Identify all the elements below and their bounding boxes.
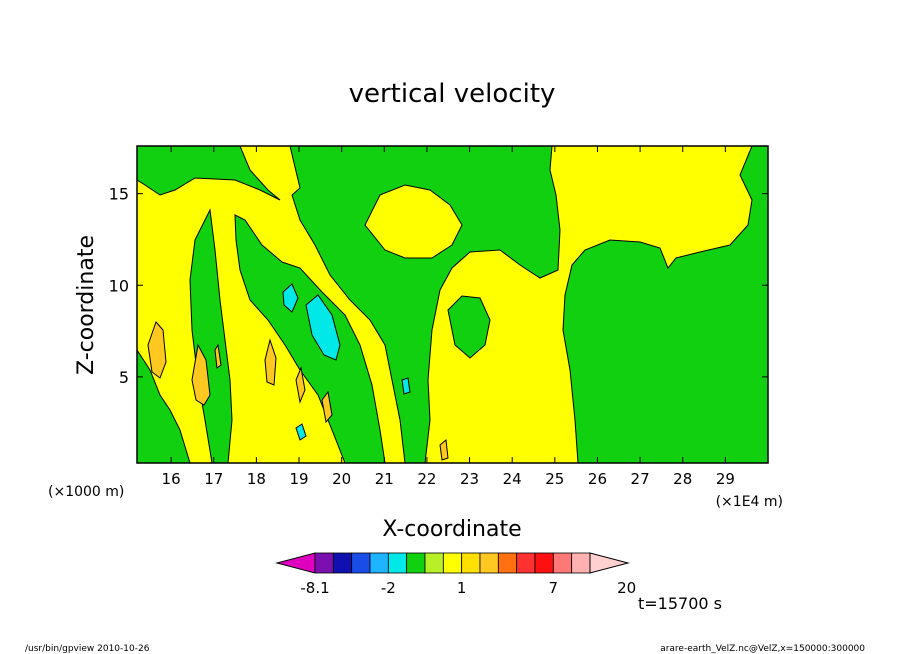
colorbar-box [442,552,463,574]
contour-fill-cyan [295,423,307,441]
colorbar-box [314,552,334,574]
contour-fill-green [289,146,561,463]
x-tick-label: 28 [673,470,692,488]
y-tick-label: 5 [119,368,129,387]
colorbar-box [571,552,591,574]
colorbar-tick-labels: -8.1 -2 1 7 20 [300,579,636,597]
contour-fill-green [234,214,386,463]
colorbar-tick-label: 20 [617,579,636,597]
x-unit-label: (×1E4 m) [716,494,783,510]
y-axis: 5 10 15 [109,185,768,387]
x-tick-label: 27 [631,470,650,488]
colorbar-box [387,552,408,574]
contour-fill-cyan [401,377,411,395]
x-tick-label: 19 [289,470,308,488]
colorbar-box [534,552,554,574]
colorbar-box [369,552,389,574]
colorbar-tick-label: 7 [549,579,559,597]
x-tick-label: 16 [162,470,181,488]
contour-fill-orange [264,338,277,386]
colorbar-box [497,552,518,574]
x-axis-label: X-coordinate [382,517,521,542]
contour-fill-orange [147,321,167,379]
y-tick-label: 10 [109,276,129,295]
contour-fill-orange [191,343,211,406]
x-tick-label: 23 [460,470,479,488]
x-tick-label: 22 [417,470,436,488]
x-tick-label: 21 [375,470,394,488]
colorbar-end-high [589,552,630,574]
colorbar-box [351,552,371,574]
y-unit-label: (×1000 m) [48,484,124,500]
contour-fill-cyan [282,283,299,313]
contour-fill-orange [439,439,449,461]
x-tick-label: 20 [332,470,351,488]
colorbar-box [479,552,499,574]
x-tick-label: 18 [247,470,266,488]
footer-right: arare-earth_VelZ.nc@VelZ,x=150000:300000 [660,644,865,654]
colorbar-tick-label: -8.1 [300,579,329,597]
y-axis-label: Z-coordinate [74,235,99,375]
contour-fill-orange [321,390,333,424]
x-tick-label: 17 [204,470,223,488]
contour-fill-orange [214,343,222,369]
time-label: t=15700 s [638,594,722,613]
colorbar-box [406,552,426,574]
colorbar-end-low [275,552,316,574]
contour-fill-cyan [305,294,341,361]
colorbar-box [552,552,573,574]
plot-frame [136,145,769,464]
contour-fill-green [562,146,768,463]
contour-field [137,146,768,463]
colorbar-box [332,552,353,574]
plot-area: 16 17 18 19 20 21 22 23 24 25 26 27 28 29 5 10 15 [109,145,769,488]
x-tick-label: 24 [503,470,522,488]
colorbar-tick-label: 1 [457,579,467,597]
x-tick-label: 29 [716,470,735,488]
contour-fill-green [137,146,281,201]
colorbar-box [461,552,481,574]
contour-fill-green [137,349,191,463]
footer-left: /usr/bin/gpview 2010-10-26 [25,644,150,654]
contour-fill-yellow [364,184,463,259]
contour-fill-orange [295,366,306,404]
x-axis: 16 17 18 19 20 21 22 23 24 25 26 27 28 29 [162,146,735,488]
y-tick-label: 15 [109,185,129,204]
colorbar-tick-label: -2 [381,579,396,597]
x-tick-label: 26 [588,470,607,488]
chart-title: vertical velocity [349,79,556,109]
colorbar-box [516,552,536,574]
contour-fill-green [447,295,491,359]
colorbar [275,552,630,574]
colorbar-box [424,552,444,574]
x-tick-label: 25 [545,470,564,488]
contour-fill-green [189,208,233,463]
